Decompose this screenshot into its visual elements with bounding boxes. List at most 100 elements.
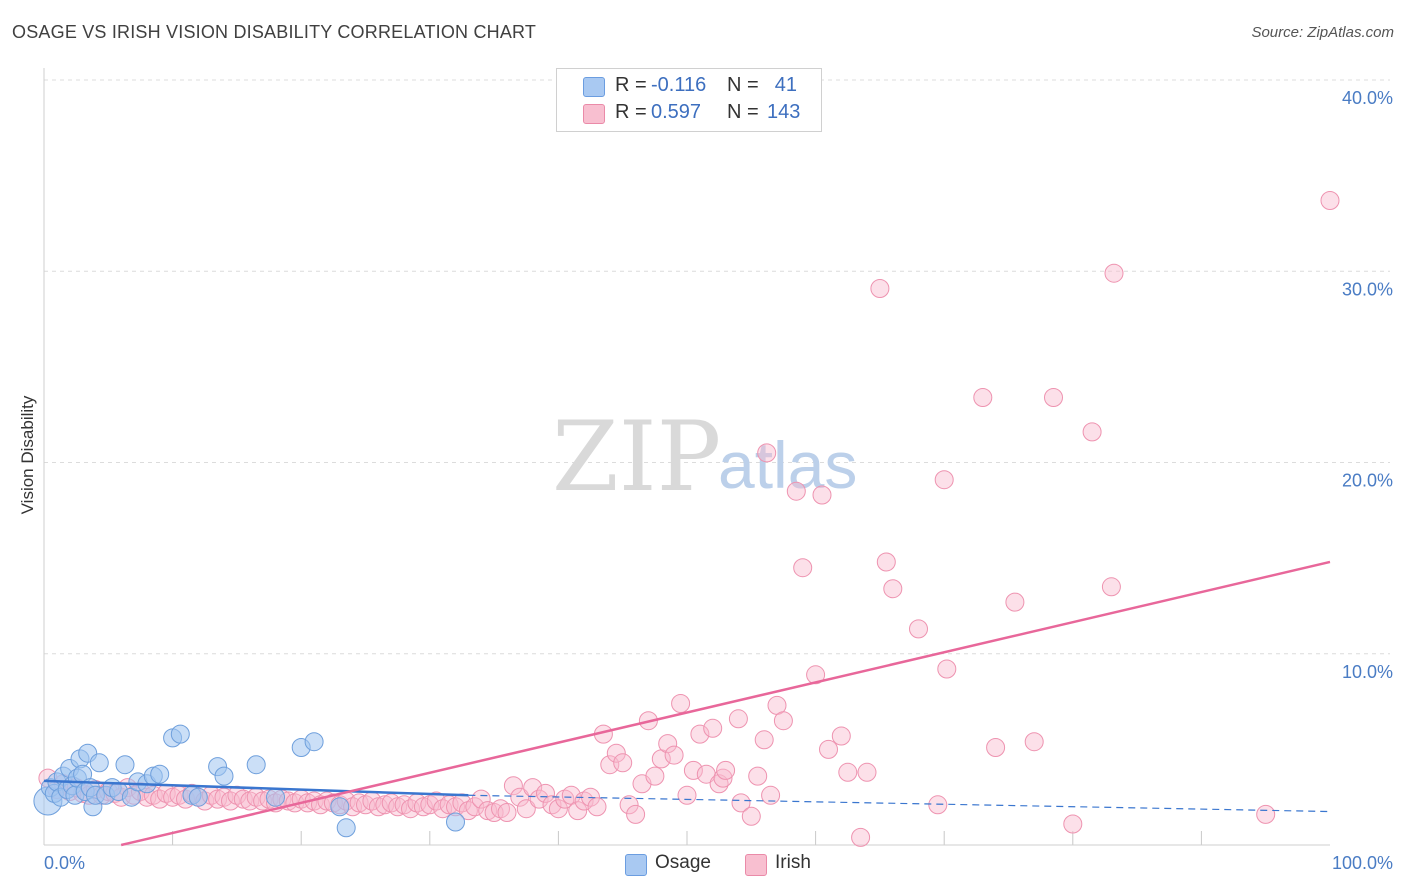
legend-r-label: R = [615,101,647,123]
irish-point [761,785,781,805]
osage-point [446,812,465,832]
irish-point [757,443,777,463]
irish-point [793,558,813,578]
irish-point [690,724,710,744]
irish-point [1320,191,1340,210]
irish-point [838,762,858,782]
osage-point [170,724,190,744]
irish-point [458,801,478,821]
irish-point [587,797,607,817]
irish-point [497,803,517,822]
y-tick-label: 40.0% [1342,88,1393,108]
legend-label-osage: Osage [655,852,711,873]
osage-point [214,766,234,786]
irish-point [909,619,928,639]
legend-n-label: N = [727,74,759,96]
irish-point [731,793,751,813]
irish-point [516,799,536,819]
irish-point [1104,263,1124,283]
source-credit: Source: ZipAtlas.com [1251,24,1394,41]
irish-point [819,739,838,759]
chart-title: OSAGE VS IRISH VISION DISABILITY CORRELA… [12,22,537,42]
irish-point [677,785,697,805]
x-tick-labels: 0.0% 100.0% [44,853,1393,873]
irish-point [510,787,530,807]
legend-r-value: -0.116 [651,74,707,96]
irish-point [619,795,639,815]
irish-point [568,801,588,821]
irish-point [1024,732,1044,752]
irish-point [741,806,761,826]
legend-row-osage: R = -0.116 N = 41 [557,74,821,100]
legend-r-label: R = [615,74,647,96]
series-legend: Osage Irish [0,852,1406,878]
irish-point [664,745,684,765]
irish-point [1082,422,1102,442]
irish-point [548,799,568,819]
legend-r-value: 0.597 [651,101,702,123]
irish-point [613,753,633,773]
irish-point [934,470,954,490]
legend-n-label: N = [727,101,759,123]
legend-swatch-osage [583,77,605,97]
osage-point [246,755,266,775]
irish-point [645,766,665,786]
trend-lines [43,560,1331,847]
irish-point [713,768,733,788]
irish-point [754,730,774,750]
irish-point [773,711,793,731]
irish-point [1063,814,1083,834]
y-tick-label: 20.0% [1342,471,1393,491]
watermark: ZIP atlas [552,401,857,513]
osage-point [330,797,350,817]
x-tick-label: 0.0% [44,853,85,873]
irish-point [671,694,691,713]
irish-point [928,795,948,815]
irish-point [574,791,594,811]
irish-point [420,795,440,815]
irish-point [536,783,555,803]
legend-swatch-osage [625,854,647,876]
irish-point [851,827,871,847]
stats-legend: R = -0.116 N = 41 R = 0.597 N = 143 [556,68,822,132]
irish-point [703,718,723,738]
irish-point [606,743,626,763]
y-tick-labels: 10.0% 20.0% 30.0% 40.0% [1342,88,1393,682]
osage-point [304,732,324,752]
irish-points [38,191,1340,847]
irish-point [748,766,768,786]
axes [43,68,1330,846]
legend-swatch-irish [745,854,767,876]
irish-point [806,665,826,685]
osage-point [266,787,285,807]
legend-swatch-irish [583,104,605,124]
irish-point [626,804,646,824]
irish-point [728,709,748,729]
osage-point [150,764,170,784]
osage-point [89,753,109,773]
grid-lines [44,79,1390,845]
osage-point [188,787,208,807]
y-tick-label: 10.0% [1342,662,1393,682]
irish-point [716,760,736,780]
irish-point [471,789,491,809]
irish-point [786,481,806,501]
irish-point [973,388,993,407]
legend-label-irish: Irish [775,852,811,873]
irish-trend-line [120,560,1331,847]
irish-point [812,485,832,505]
osage-trend-line [43,779,469,797]
irish-point [1101,577,1121,597]
irish-point [857,762,877,782]
irish-point [683,760,703,780]
irish-point [937,659,957,679]
osage-point [336,818,356,838]
irish-point [1044,388,1063,407]
legend-n-value: 143 [767,101,801,123]
x-tick-label: 100.0% [1332,853,1393,873]
irish-point [658,734,678,754]
irish-point [870,279,890,298]
irish-point [883,579,903,599]
irish-point [465,797,485,817]
